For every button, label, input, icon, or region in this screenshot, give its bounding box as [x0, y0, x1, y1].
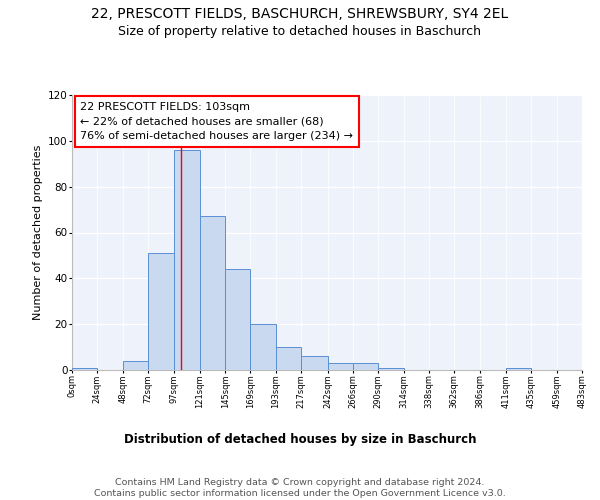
Bar [250, 324, 276, 370]
Text: 22 PRESCOTT FIELDS: 103sqm
← 22% of detached houses are smaller (68)
76% of semi: 22 PRESCOTT FIELDS: 103sqm ← 22% of deta… [80, 102, 353, 142]
Bar [200, 216, 225, 370]
Y-axis label: Number of detached properties: Number of detached properties [32, 145, 43, 320]
Text: Contains HM Land Registry data © Crown copyright and database right 2024.
Contai: Contains HM Land Registry data © Crown c… [94, 478, 506, 498]
Text: 22, PRESCOTT FIELDS, BASCHURCH, SHREWSBURY, SY4 2EL: 22, PRESCOTT FIELDS, BASCHURCH, SHREWSBU… [91, 8, 509, 22]
Text: Distribution of detached houses by size in Baschurch: Distribution of detached houses by size … [124, 432, 476, 446]
Bar [301, 356, 328, 370]
Bar [353, 363, 378, 370]
Bar [72, 368, 97, 370]
Bar [378, 368, 404, 370]
Bar [276, 347, 301, 370]
Bar [148, 253, 175, 370]
Bar [225, 269, 250, 370]
Bar [506, 368, 532, 370]
Text: Size of property relative to detached houses in Baschurch: Size of property relative to detached ho… [119, 25, 482, 38]
Bar [328, 363, 353, 370]
Bar [175, 150, 200, 370]
Bar [122, 361, 148, 370]
